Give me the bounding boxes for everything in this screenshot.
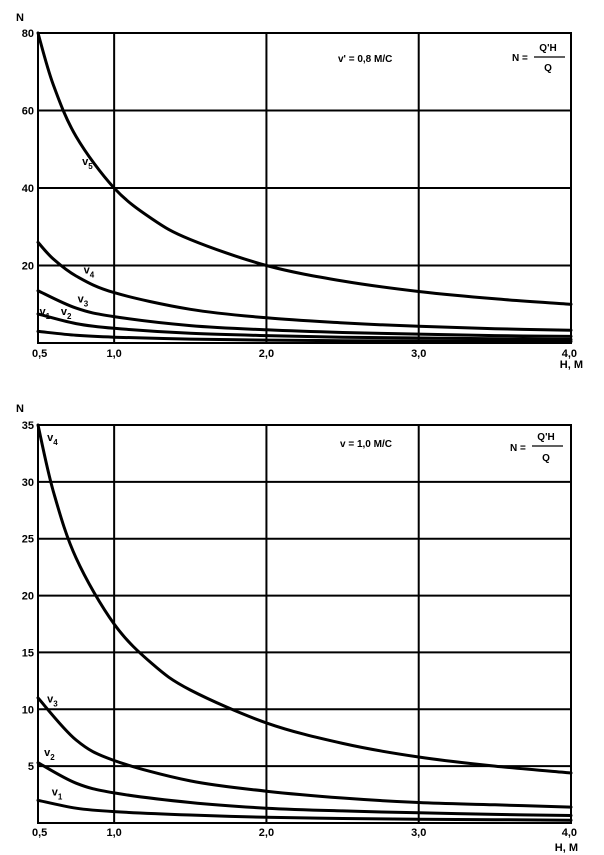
series-line-v4: [36, 423, 573, 775]
series-labels: v5 v4 v3 v2 v1: [40, 156, 95, 321]
x-axis-label: H, M: [555, 842, 578, 854]
series-labels: v4 v3 v2 v1: [44, 432, 63, 802]
y-tick-label: 15: [22, 647, 34, 659]
y-tick-label: 30: [22, 477, 34, 489]
curves: [36, 423, 573, 822]
x-tick-label: 1,0: [106, 348, 121, 360]
y-tick-label: 35: [22, 420, 34, 432]
formula: N = Q'H Q: [512, 43, 565, 74]
x-tick-label: 4,0: [562, 348, 577, 360]
velocity-annotation: v' = 0,8 M/C: [338, 54, 392, 65]
series-line-v5: [36, 31, 573, 306]
curves: [36, 31, 573, 343]
series-line-v1: [36, 329, 573, 343]
y-axis-label: N: [16, 12, 24, 24]
formula-denominator: Q: [542, 453, 550, 464]
series-label-v5: v5: [82, 156, 93, 171]
x-tick-label: 2,0: [259, 827, 274, 839]
formula-denominator: Q: [544, 63, 552, 74]
x-tick-label: 1,0: [106, 827, 121, 839]
plot-frame: [37, 424, 572, 824]
formula-lhs: N =: [510, 443, 526, 454]
series-line-v2: [36, 312, 573, 341]
y-tick-label: 25: [22, 534, 34, 546]
y-axis-label: N: [16, 403, 24, 415]
plot-frame: [37, 32, 572, 344]
series-line-v3: [36, 696, 573, 809]
series-line-v4: [36, 240, 573, 332]
series-label-v4: v4: [84, 264, 95, 279]
chart-bottom: N H, M v = 1,0 M/C N = Q'H Q 0,5 1,0 2,0 3,…: [16, 403, 578, 854]
y-tick-label: 20: [22, 591, 34, 603]
formula-lhs: N =: [512, 53, 528, 64]
x-tick-label: 0,5: [32, 827, 47, 839]
series-label-v4: v4: [47, 432, 58, 447]
y-tick-label: 40: [22, 183, 34, 195]
series-line-v2: [36, 761, 573, 817]
y-tick-label: 60: [22, 106, 34, 118]
formula: N = Q'H Q: [510, 432, 563, 464]
series-label-v2: v2: [61, 306, 72, 321]
series-label-v2: v2: [44, 747, 55, 762]
grid: [37, 32, 572, 343]
y-tick-label: 20: [22, 261, 34, 273]
series-label-v1: v1: [52, 787, 63, 802]
tick-labels: 0,5 1,0 2,0 3,0 4,0 20 40 60 80: [22, 28, 577, 360]
formula-numerator: Q'H: [539, 43, 556, 54]
series-line-v1: [36, 798, 573, 822]
series-label-v1: v1: [40, 306, 51, 321]
velocity-annotation: v = 1,0 M/C: [340, 439, 392, 450]
x-tick-label: 2,0: [259, 348, 274, 360]
x-tick-label: 0,5: [32, 348, 47, 360]
x-tick-label: 4,0: [562, 827, 577, 839]
y-tick-label: 80: [22, 28, 34, 40]
chart-top: N H, M v' = 0,8 M/C N = Q'H Q 0,5 1,0 2,0 3…: [16, 12, 583, 371]
x-tick-label: 3,0: [411, 348, 426, 360]
y-tick-label: 10: [22, 704, 34, 716]
series-line-v3: [36, 289, 573, 338]
series-label-v3: v3: [78, 293, 89, 308]
x-tick-label: 3,0: [411, 827, 426, 839]
tick-labels: 0,5 1,0 2,0 3,0 4,0 5 10 15 20 25 30 35: [22, 420, 577, 839]
series-label-v3: v3: [47, 693, 58, 708]
y-tick-label: 5: [28, 761, 34, 773]
x-axis-label: H, M: [560, 359, 583, 371]
formula-numerator: Q'H: [537, 432, 554, 443]
